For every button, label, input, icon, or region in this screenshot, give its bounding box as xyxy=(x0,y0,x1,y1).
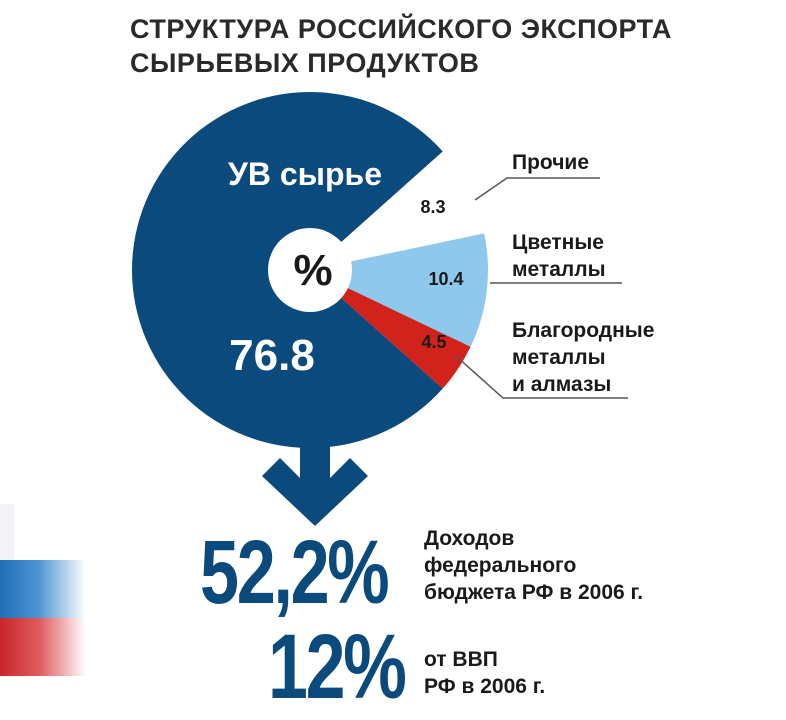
chart-title: СТРУКТУРА РОССИЙСКОГО ЭКСПОРТА СЫРЬЕВЫХ … xyxy=(130,12,672,80)
stat-caption-gdp: от ВВП РФ в 2006 г. xyxy=(424,646,545,700)
legend-label-blagorodnye: Благородные металлы и алмазы xyxy=(512,317,654,398)
center-percent-label: % xyxy=(293,246,332,295)
stat-caption-budget: Доходов федерального бюджета РФ в 2006 г… xyxy=(424,525,643,606)
slice-value-tsvetnye: 10.4 xyxy=(428,269,463,289)
legend-prochie-line-1: Прочие xyxy=(512,151,590,174)
title-line-2: СЫРЬЕВЫХ ПРОДУКТОВ xyxy=(130,48,480,78)
legend-blagorodnye-line-2: металлы xyxy=(512,346,606,369)
slice-prochie xyxy=(310,151,485,270)
slice-blagorodnye xyxy=(310,270,471,389)
slice-label-uv: УВ сырье xyxy=(228,156,382,192)
stat-caption-gdp-line-2: РФ в 2006 г. xyxy=(424,675,546,698)
slice-value-blagorodnye: 4.5 xyxy=(421,332,446,352)
flag-stripe-white xyxy=(0,504,86,562)
flag-stripe-red xyxy=(0,618,86,676)
stat-value-gdp: 12% xyxy=(268,616,407,718)
legend-blagorodnye-line-1: Благородные xyxy=(512,319,655,342)
donut-hole xyxy=(268,228,352,312)
slice-value-prochie: 8.3 xyxy=(420,197,445,217)
stat-caption-budget-line-1: Доходов xyxy=(424,527,515,550)
slice-tsvetnye xyxy=(310,233,489,347)
legend-label-tsvetnye: Цветные металлы xyxy=(512,229,606,283)
legend-tsvetnye-line-1: Цветные xyxy=(512,231,604,254)
stat-caption-gdp-line-1: от ВВП xyxy=(424,648,498,671)
leader-line-blagorodnye xyxy=(455,355,628,399)
stat-value-budget: 52,2% xyxy=(200,523,390,623)
legend-blagorodnye-line-3: и алмазы xyxy=(512,373,612,396)
leader-line-prochie xyxy=(474,177,600,201)
legend-label-prochie: Прочие xyxy=(512,149,589,176)
legend-tsvetnye-line-2: металлы xyxy=(512,258,606,281)
stat-caption-budget-line-3: бюджета РФ в 2006 г. xyxy=(424,581,644,604)
slice-value-uv: 76.8 xyxy=(229,331,315,380)
stat-caption-budget-line-2: федерального xyxy=(424,554,577,577)
title-line-1: СТРУКТУРА РОССИЙСКОГО ЭКСПОРТА xyxy=(130,14,672,44)
flag-stripe-blue xyxy=(0,560,86,618)
down-arrow-icon xyxy=(262,446,368,526)
